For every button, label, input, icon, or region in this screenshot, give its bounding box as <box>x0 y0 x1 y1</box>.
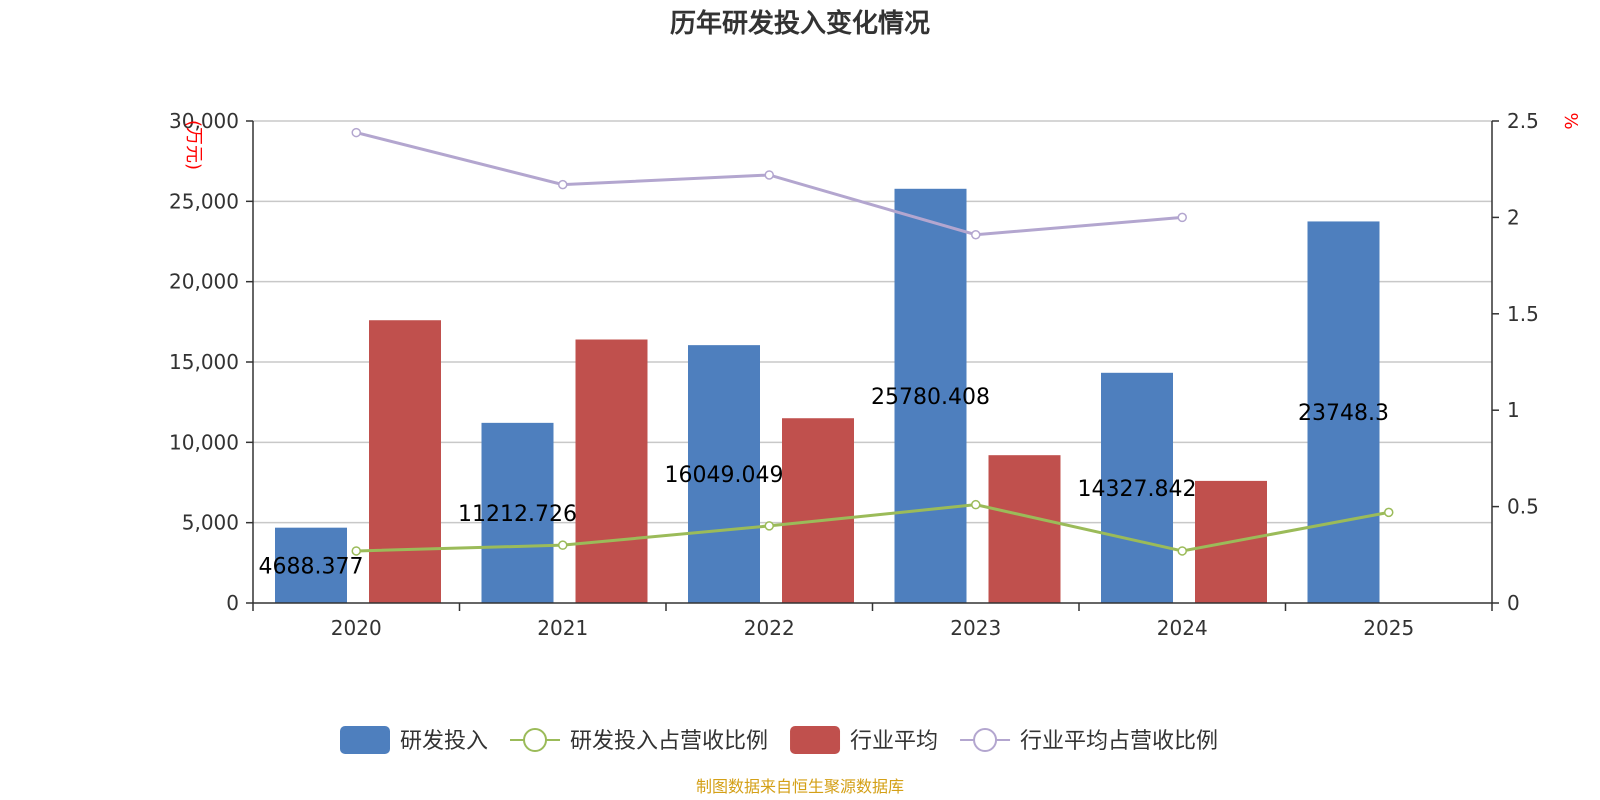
right-axis-unit: % <box>1560 112 1581 129</box>
legend-swatch-bar <box>340 726 390 754</box>
grid-lines <box>253 120 1492 524</box>
bar <box>1307 221 1380 604</box>
bar <box>894 188 967 603</box>
legend-label: 行业平均占营收比例 <box>1020 729 1218 754</box>
data-label: 23748.3 <box>1298 401 1389 426</box>
bar <box>688 345 760 603</box>
legend-label: 研发投入 <box>400 729 488 754</box>
line-point <box>971 499 981 510</box>
chart-title: 历年研发投入变化情况 <box>670 8 930 39</box>
bar <box>988 455 1061 603</box>
bar <box>369 320 441 603</box>
bars <box>275 188 1380 604</box>
data-label: 25780.408 <box>871 385 990 410</box>
series-line <box>356 503 1390 553</box>
bar <box>481 422 554 603</box>
right-tick-label: 2 <box>1507 205 1520 229</box>
line-point <box>351 546 361 556</box>
legend-label: 行业平均 <box>850 729 938 754</box>
line-point <box>1177 212 1187 223</box>
line-point <box>558 540 568 550</box>
left-tick-label: 10,000 <box>169 430 239 454</box>
x-tick-label: 2025 <box>1363 616 1414 640</box>
legend: 研发投入 研发投入占营收比例 行业平均 行业平均占营收比例 <box>340 726 1218 754</box>
series-line <box>355 131 1183 237</box>
data-label: 11212.726 <box>458 502 577 527</box>
lines <box>351 127 1394 556</box>
left-tick-label: 5,000 <box>182 511 239 535</box>
line-point <box>1177 546 1187 556</box>
source-note: 制图数据来自恒生聚源数据库 <box>696 777 904 796</box>
line-point <box>971 230 981 240</box>
bar <box>1101 372 1173 603</box>
bar <box>782 418 854 603</box>
right-tick-label: 2.5 <box>1507 109 1539 133</box>
bar <box>275 527 347 603</box>
right-tick-label: 0 <box>1507 591 1520 615</box>
data-label: 4688.377 <box>259 554 364 579</box>
axes: 0 5,000 10,000 15,000 20,000 25,000 30,000 0 0.5… <box>169 109 1539 640</box>
right-tick-label: 1 <box>1507 398 1520 422</box>
x-tick-label: 2023 <box>950 616 1001 640</box>
data-label: 14327.842 <box>1078 477 1197 502</box>
left-axis-unit: (万元) <box>183 120 204 170</box>
legend-swatch-bar <box>790 726 841 754</box>
right-tick-label: 0.5 <box>1507 495 1539 519</box>
legend-swatch-marker <box>523 728 548 752</box>
line-point <box>764 521 774 531</box>
bar <box>575 339 648 603</box>
line-point <box>764 170 774 180</box>
left-tick-label: 0 <box>226 591 239 615</box>
left-tick-label: 15,000 <box>169 350 239 374</box>
legend-label: 研发投入占营收比例 <box>570 729 768 754</box>
x-tick-label: 2021 <box>537 616 588 640</box>
x-tick-label: 2020 <box>331 616 382 640</box>
x-tick-label: 2022 <box>744 616 795 640</box>
data-label: 16049.049 <box>665 463 784 488</box>
data-labels: 4688.377 11212.726 16049.049 25780.408 14327… <box>259 385 1389 579</box>
x-tick-label: 2024 <box>1157 616 1208 640</box>
line-point <box>1384 507 1394 518</box>
legend-swatch-marker <box>973 728 998 752</box>
left-tick-label: 20,000 <box>169 270 239 294</box>
right-tick-label: 1.5 <box>1507 302 1539 326</box>
left-tick-label: 25,000 <box>169 189 239 213</box>
line-point <box>558 179 568 190</box>
line-point <box>351 127 361 138</box>
left-tick-label: 30,000 <box>169 109 239 133</box>
